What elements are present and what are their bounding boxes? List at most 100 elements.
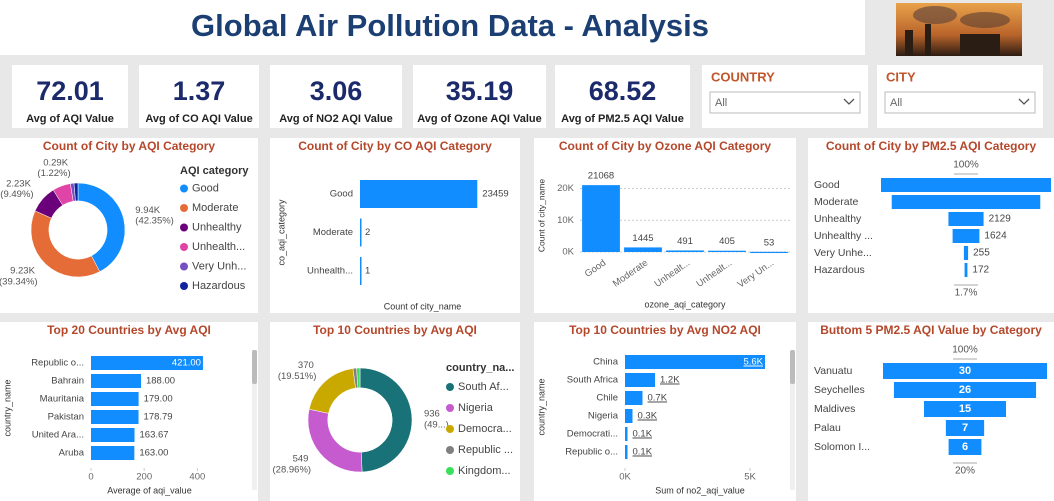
legend-label: Very Unh...: [192, 260, 246, 272]
chart-title: Buttom 5 PM2.5 AQI Value by Category: [820, 323, 1042, 337]
legend-label: Good: [192, 182, 219, 194]
bar: [625, 427, 628, 441]
y-axis-label: co_aqi_category: [276, 199, 286, 266]
funnel-bar: [948, 439, 982, 455]
y-tick-label: Republic o...: [31, 358, 84, 369]
data-label: 179.00: [144, 394, 173, 405]
data-label: 6: [962, 441, 968, 453]
kpi-card: [413, 65, 546, 128]
scrollbar-track: [790, 350, 795, 490]
data-label: 163.00: [139, 448, 168, 459]
y-tick-label: Moderate: [313, 227, 353, 238]
chart-title: Top 20 Countries by Avg AQI: [47, 323, 211, 337]
y-tick-label: Bahrain: [51, 376, 84, 387]
header-image: [896, 3, 1022, 56]
legend-marker: [180, 223, 188, 232]
header-box: [0, 0, 865, 55]
scrollbar-thumb[interactable]: [790, 350, 795, 384]
funnel-bar: [948, 212, 984, 226]
legend-marker: [446, 425, 454, 433]
legend-marker: [180, 243, 188, 251]
y-axis-label: country_name: [2, 379, 12, 436]
funnel-bar: [893, 382, 1037, 398]
y-tick-label: Chile: [596, 393, 618, 404]
slicer-value: All: [715, 97, 727, 109]
donut-slice: [359, 367, 413, 473]
y-tick-label: 0K: [562, 247, 574, 258]
y-tick-label: Nigeria: [588, 411, 619, 422]
kpi-card: [270, 65, 402, 128]
x-tick-label: 400: [189, 472, 205, 483]
funnel-bottom-label: 1.7%: [955, 288, 978, 299]
data-label: 936 (49...): [424, 408, 449, 430]
legend-title: AQI category: [180, 165, 249, 177]
bar: [625, 445, 628, 459]
legend-label: Unhealthy: [192, 221, 242, 233]
x-axis-label: ozone_aqi_category: [644, 299, 726, 309]
x-axis-label: Average of aqi_value: [107, 485, 191, 495]
y-tick-label: Pakistan: [48, 412, 84, 423]
bar: [360, 180, 478, 208]
data-label: 421.00: [172, 358, 201, 369]
slicer-dropdown[interactable]: [884, 91, 1036, 114]
category-label: Moderate: [814, 196, 859, 208]
y-axis-label: Count of city_name: [536, 179, 546, 253]
legend-label: Moderate: [192, 202, 238, 214]
data-label: 0.29K (1.22%): [37, 157, 70, 179]
category-label: Good: [814, 179, 840, 191]
funnel-bar: [964, 263, 968, 277]
donut-slice: [356, 367, 361, 389]
data-label: 0.3K: [638, 411, 658, 422]
legend-marker: [180, 204, 188, 212]
data-label: 0.1K: [633, 447, 653, 458]
donut-slice: [73, 182, 79, 202]
funnel-bar: [883, 363, 1047, 379]
category-label: Very Unhe...: [814, 247, 872, 259]
y-axis-label: country_name: [536, 378, 546, 435]
kpi-value: 68.52: [589, 76, 657, 106]
bar: [750, 251, 788, 254]
slicer-value: All: [890, 97, 902, 109]
kpi-label: Avg of NO2 AQI Value: [279, 113, 393, 125]
y-tick-label: 20K: [557, 183, 575, 194]
legend-marker: [180, 262, 188, 271]
scrollbar-track: [252, 350, 257, 490]
bar: [625, 391, 643, 405]
data-label: 26: [959, 384, 971, 396]
data-label: 9.23K (39.34%): [0, 265, 38, 287]
chart-title: Count of City by PM2.5 AQI Category: [826, 139, 1037, 153]
chart-title: Count of City by CO AQI Category: [298, 139, 492, 153]
funnel-bar: [963, 246, 969, 260]
chart-title: Count of City by AQI Category: [43, 139, 216, 153]
dropdown-chevron[interactable]: [843, 98, 855, 105]
kpi-label: Avg of PM2.5 AQI Value: [561, 113, 684, 125]
chart-title: Top 10 Countries by Avg AQI: [313, 323, 477, 337]
category-label: Hazardous: [814, 264, 865, 276]
chart-title: Top 10 Countries by Avg NO2 AQI: [569, 323, 761, 337]
legend-label: Nigeria: [458, 402, 494, 414]
y-tick-label: Unhealth...: [307, 266, 353, 277]
funnel-bar: [952, 229, 980, 243]
funnel-top-label: 100%: [953, 160, 979, 171]
chart-title: Count of City by Ozone AQI Category: [559, 139, 772, 153]
data-label: 491: [677, 236, 693, 247]
data-label: 405: [719, 236, 735, 247]
y-tick-label: Good: [330, 189, 353, 200]
category-label: Palau: [814, 422, 841, 434]
bar: [625, 409, 633, 423]
funnel-bar: [891, 195, 1041, 209]
dropdown-chevron[interactable]: [1018, 98, 1030, 105]
data-label: 1.2K: [660, 375, 680, 386]
y-tick-label: United Ara...: [32, 430, 84, 441]
bar: [91, 392, 139, 406]
kpi-label: Avg of AQI Value: [26, 113, 114, 125]
category-label: Vanuatu: [814, 365, 852, 377]
legend-label: Unhealth...: [192, 241, 245, 253]
scrollbar-thumb[interactable]: [252, 350, 257, 384]
kpi-value: 35.19: [446, 76, 514, 106]
data-label: 163.67: [140, 430, 169, 441]
chart-panel: [270, 138, 520, 313]
slicer-dropdown[interactable]: [709, 91, 861, 114]
x-tick-label: 0K: [619, 472, 631, 483]
